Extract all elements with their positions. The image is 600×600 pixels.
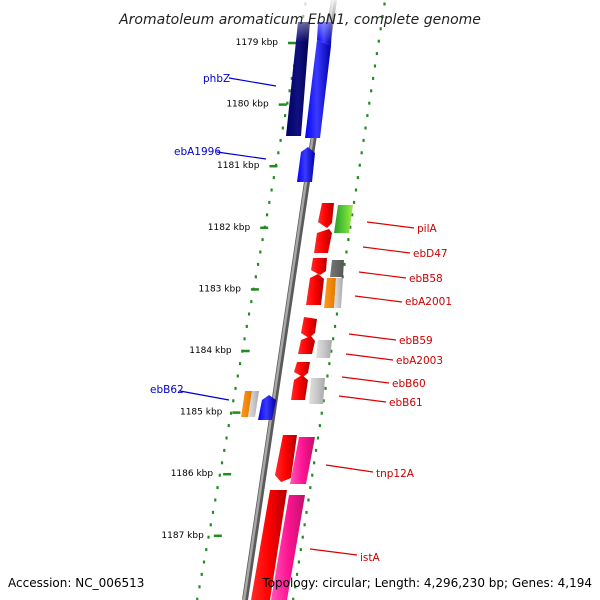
leader-line <box>341 376 390 384</box>
gene-label-eba1996[interactable]: ebA1996 <box>174 146 267 160</box>
map-title: Aromatoleum aromaticum EbN1, complete ge… <box>118 12 481 28</box>
gene-name[interactable]: ebB61 <box>389 397 423 409</box>
gene-name[interactable]: ebB60 <box>392 378 426 390</box>
gene-ebB59-block[interactable] <box>301 317 317 338</box>
leader-line <box>345 353 394 361</box>
gene-label-ebb61[interactable]: ebB61 <box>338 395 423 409</box>
gene-ebA1996-block[interactable] <box>297 147 315 182</box>
scale-tick-label: 1181 kbp <box>217 161 260 171</box>
scale-tick-label: 1180 kbp <box>226 100 269 110</box>
leader-line <box>325 464 374 473</box>
gene-label-ebd47[interactable]: ebD47 <box>362 246 448 260</box>
gene-ebA2003-block[interactable] <box>298 336 332 358</box>
scale-tick-1187: 1187 kbp <box>161 531 222 541</box>
gene-name[interactable]: istA <box>360 552 381 564</box>
scale-tick-label: 1187 kbp <box>161 531 204 541</box>
gene-name[interactable]: tnp12A <box>376 468 415 480</box>
gene-ebA2001-block[interactable] <box>306 274 343 308</box>
scale-tick-label: 1184 kbp <box>189 346 232 356</box>
gene-ebB60-block[interactable] <box>294 362 310 377</box>
gene-istA-block[interactable] <box>251 490 305 600</box>
accession-text: Accession: NC_006513 <box>8 576 144 590</box>
leader-line <box>358 271 407 279</box>
gene-name[interactable]: phbZ <box>203 73 230 85</box>
leader-line <box>228 77 277 87</box>
gene-label-phbz[interactable]: phbZ <box>203 73 277 87</box>
scale-tick-label: 1179 kbp <box>236 38 279 48</box>
gene-label-eba2001[interactable]: ebA2001 <box>354 295 452 308</box>
scale-tick-label: 1182 kbp <box>208 223 251 233</box>
gene-name[interactable]: ebA2001 <box>405 296 452 308</box>
gene-labels: phbZ ebA1996 pilA ebD47 ebB58 ebA2001 ebB59 ebA… <box>150 73 452 564</box>
scale-tick-1183: 1183 kbp <box>199 284 259 294</box>
gene-ebB62-block[interactable] <box>241 391 276 420</box>
scale-tick-label: 1186 kbp <box>171 469 214 479</box>
gene-name[interactable]: pilA <box>417 223 437 235</box>
scale-tick-label: 1183 kbp <box>199 284 242 294</box>
gene-label-eba2003[interactable]: ebA2003 <box>345 353 443 367</box>
leader-line <box>362 246 411 254</box>
gene-ebB58-block[interactable] <box>311 258 344 277</box>
scale-tick-1179: 1179 kbp <box>236 38 296 48</box>
scale-tick-1181: 1181 kbp <box>217 161 278 171</box>
gene-label-tnp12a[interactable]: tnp12A <box>325 464 415 480</box>
genome-summary-text: Topology: circular; Length: 4,296,230 bp… <box>261 576 592 590</box>
scale-tick-1184: 1184 kbp <box>189 346 250 356</box>
leader-line <box>354 295 403 303</box>
scale-tick-1180: 1180 kbp <box>226 100 287 110</box>
gene-ebD47-block[interactable] <box>314 229 332 253</box>
gene-name[interactable]: ebA2003 <box>396 355 443 367</box>
gene-label-ebb58[interactable]: ebB58 <box>358 271 443 285</box>
scale-tick-1185: 1185 kbp <box>180 408 241 418</box>
scale-ticks: 1179 kbp 1180 kbp 1181 kbp 1182 kbp 1183 kbp… <box>161 38 296 541</box>
leader-line <box>179 390 230 401</box>
gene-label-ebb60[interactable]: ebB60 <box>341 376 426 390</box>
scale-tick-label: 1185 kbp <box>180 408 223 418</box>
gene-label-pila[interactable]: pilA <box>366 221 437 235</box>
leader-line <box>348 333 397 341</box>
scale-tick-1182: 1182 kbp <box>208 223 269 233</box>
gene-name[interactable]: ebB59 <box>399 335 433 347</box>
gene-name[interactable]: ebB62 <box>150 384 184 396</box>
leader-line <box>216 151 267 160</box>
gene-label-ebb62[interactable]: ebB62 <box>150 384 230 401</box>
scale-tick-1186: 1186 kbp <box>171 469 232 479</box>
gene-name[interactable]: ebD47 <box>413 248 448 260</box>
gene-name[interactable]: ebB58 <box>409 273 443 285</box>
gene-ebB61-block[interactable] <box>291 375 325 404</box>
gene-label-ebb59[interactable]: ebB59 <box>348 333 433 347</box>
gene-features <box>241 0 353 600</box>
gene-label-ista[interactable]: istA <box>309 548 381 564</box>
leader-line <box>338 395 387 403</box>
leader-line <box>366 221 415 229</box>
gene-pilA-block[interactable] <box>318 203 353 233</box>
gene-tnp12A-block[interactable] <box>275 435 315 484</box>
gene-name[interactable]: ebA1996 <box>174 146 221 158</box>
leader-line <box>309 548 358 556</box>
